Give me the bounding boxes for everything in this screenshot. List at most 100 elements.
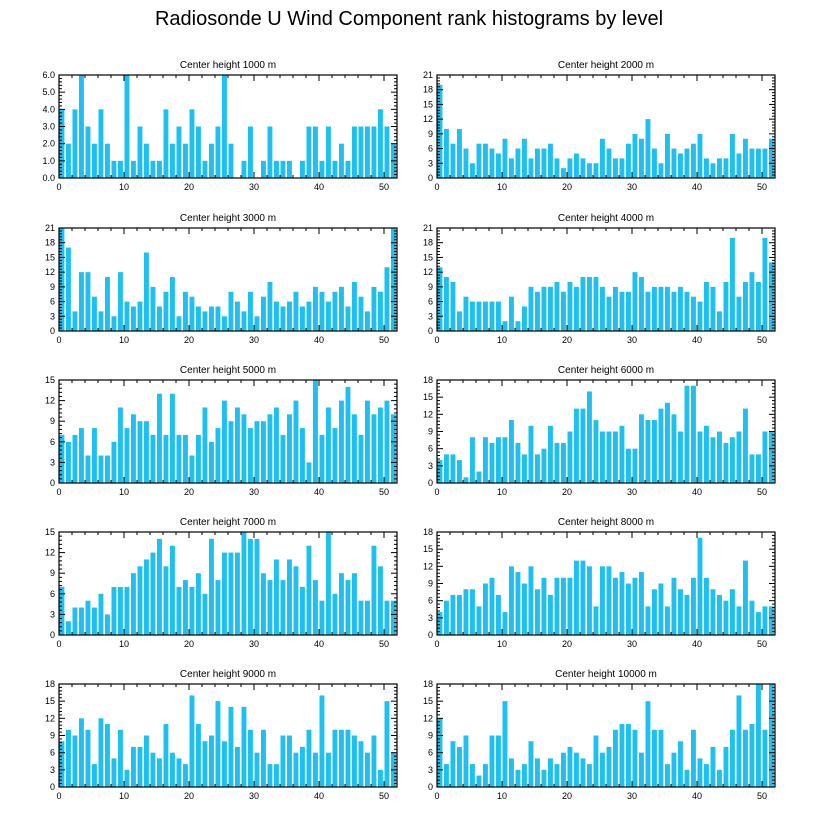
bar bbox=[496, 735, 501, 787]
y-tick-label: 18 bbox=[423, 238, 433, 248]
bar bbox=[645, 119, 651, 178]
bar bbox=[671, 148, 677, 178]
y-tick-label: 18 bbox=[45, 679, 55, 689]
bar bbox=[541, 577, 547, 635]
bar bbox=[463, 477, 469, 483]
bar bbox=[209, 306, 214, 331]
x-tick-label: 40 bbox=[314, 487, 324, 497]
x-tick-label: 10 bbox=[119, 791, 129, 801]
bar bbox=[157, 393, 162, 483]
panel-8: Center height 8000 m 0 10 20 30 40 50 0 3 6 9 12 15 1… bbox=[423, 517, 776, 649]
bar bbox=[202, 311, 208, 331]
bar bbox=[450, 594, 456, 635]
bar bbox=[463, 296, 469, 331]
y-tick-label: 3 bbox=[428, 613, 433, 623]
bar bbox=[749, 454, 755, 483]
bar bbox=[483, 583, 488, 635]
bar bbox=[215, 126, 221, 178]
bar bbox=[358, 434, 364, 483]
bar bbox=[352, 126, 357, 178]
bar bbox=[254, 316, 260, 331]
bar bbox=[450, 143, 456, 178]
bar bbox=[717, 769, 722, 787]
y-tick-label: 6 bbox=[50, 437, 55, 447]
bar bbox=[697, 537, 703, 635]
bar bbox=[163, 434, 169, 483]
bar bbox=[574, 286, 579, 331]
bar bbox=[124, 428, 130, 483]
bar bbox=[215, 580, 221, 635]
bar bbox=[85, 600, 91, 635]
y-tick-label: 12 bbox=[423, 561, 433, 571]
y-tick-label: 6 bbox=[50, 589, 55, 599]
x-tick-label: 40 bbox=[314, 639, 324, 649]
bar bbox=[496, 301, 501, 331]
bar bbox=[593, 606, 599, 635]
bar bbox=[697, 431, 703, 483]
bar bbox=[248, 538, 253, 635]
bar bbox=[235, 746, 240, 787]
bar bbox=[131, 746, 136, 787]
bar bbox=[241, 160, 247, 178]
x-tick-label: 30 bbox=[627, 335, 637, 345]
bar bbox=[144, 143, 149, 178]
bar bbox=[600, 138, 605, 178]
bar bbox=[749, 148, 755, 178]
y-tick-label: 9 bbox=[50, 731, 55, 741]
bar bbox=[170, 752, 175, 787]
y-tick-label: 0 bbox=[50, 478, 55, 488]
x-tick-label: 30 bbox=[249, 182, 259, 192]
bar bbox=[332, 729, 338, 787]
bar bbox=[352, 573, 357, 635]
bar bbox=[313, 580, 318, 635]
bar bbox=[137, 566, 143, 635]
bar bbox=[528, 566, 534, 635]
bar bbox=[515, 321, 521, 331]
bar bbox=[671, 577, 677, 635]
y-tick-label: 3.0 bbox=[42, 122, 55, 132]
bar bbox=[678, 431, 683, 483]
bar bbox=[345, 306, 351, 331]
bar bbox=[222, 741, 227, 787]
bar bbox=[756, 454, 761, 483]
bar bbox=[496, 594, 501, 635]
y-tick-label: 12 bbox=[423, 114, 433, 124]
x-tick-label: 0 bbox=[56, 487, 61, 497]
bar bbox=[144, 252, 149, 331]
bar bbox=[515, 442, 521, 483]
bar bbox=[137, 301, 143, 331]
bar bbox=[170, 393, 175, 483]
bar bbox=[326, 126, 331, 178]
bar bbox=[658, 163, 664, 178]
bar bbox=[163, 109, 169, 178]
bar bbox=[691, 296, 696, 331]
y-tick-label: 0 bbox=[428, 173, 433, 183]
bar bbox=[652, 589, 657, 635]
bar bbox=[619, 572, 625, 635]
bar bbox=[580, 408, 586, 483]
bar bbox=[124, 75, 130, 178]
bar bbox=[248, 126, 253, 178]
bar bbox=[704, 764, 709, 787]
figure-title: Radiosonde U Wind Component rank histogr… bbox=[154, 8, 664, 30]
bar bbox=[267, 580, 273, 635]
y-tick-label: 6 bbox=[428, 748, 433, 758]
bar bbox=[626, 724, 631, 787]
bar bbox=[489, 442, 495, 483]
bar bbox=[248, 291, 253, 331]
bar bbox=[593, 420, 599, 483]
bar bbox=[79, 718, 84, 787]
bar bbox=[274, 301, 279, 331]
bar bbox=[736, 296, 742, 331]
panel-7: Center height 7000 m 0 10 20 30 40 50 0 3 6 9 12 15 bbox=[45, 517, 398, 649]
bar bbox=[98, 311, 104, 331]
bar bbox=[274, 764, 279, 787]
bar bbox=[444, 128, 449, 178]
bar bbox=[319, 600, 325, 635]
x-tick-label: 0 bbox=[434, 335, 439, 345]
bar bbox=[574, 408, 579, 483]
bar bbox=[554, 281, 560, 331]
bar bbox=[170, 545, 175, 635]
x-tick-label: 30 bbox=[249, 791, 259, 801]
bar bbox=[444, 454, 449, 483]
